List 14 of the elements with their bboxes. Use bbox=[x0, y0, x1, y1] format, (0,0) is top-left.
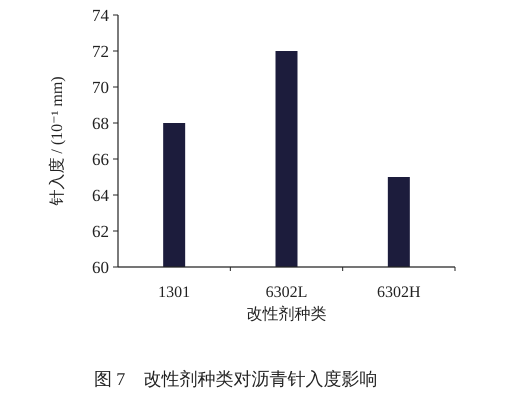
y-axis-title: 针入度 / (10⁻¹ mm) bbox=[48, 76, 66, 207]
y-tick-label: 68 bbox=[92, 114, 109, 133]
y-tick-label: 62 bbox=[92, 222, 109, 241]
x-tick-label: 1301 bbox=[158, 284, 190, 301]
y-tick-label: 66 bbox=[92, 150, 109, 169]
x-tick-label: 6302L bbox=[266, 284, 308, 301]
y-tick-label: 72 bbox=[92, 42, 109, 61]
caption: 图 7 改性剂种类对沥青针入度影响 bbox=[94, 369, 378, 389]
x-tick-label: 6302H bbox=[377, 284, 422, 301]
y-tick-label: 74 bbox=[92, 6, 110, 25]
x-axis-title: 改性剂种类 bbox=[246, 305, 326, 323]
y-tick-label: 64 bbox=[92, 186, 110, 205]
y-tick-label: 60 bbox=[92, 258, 109, 277]
y-tick-label: 70 bbox=[92, 78, 109, 97]
